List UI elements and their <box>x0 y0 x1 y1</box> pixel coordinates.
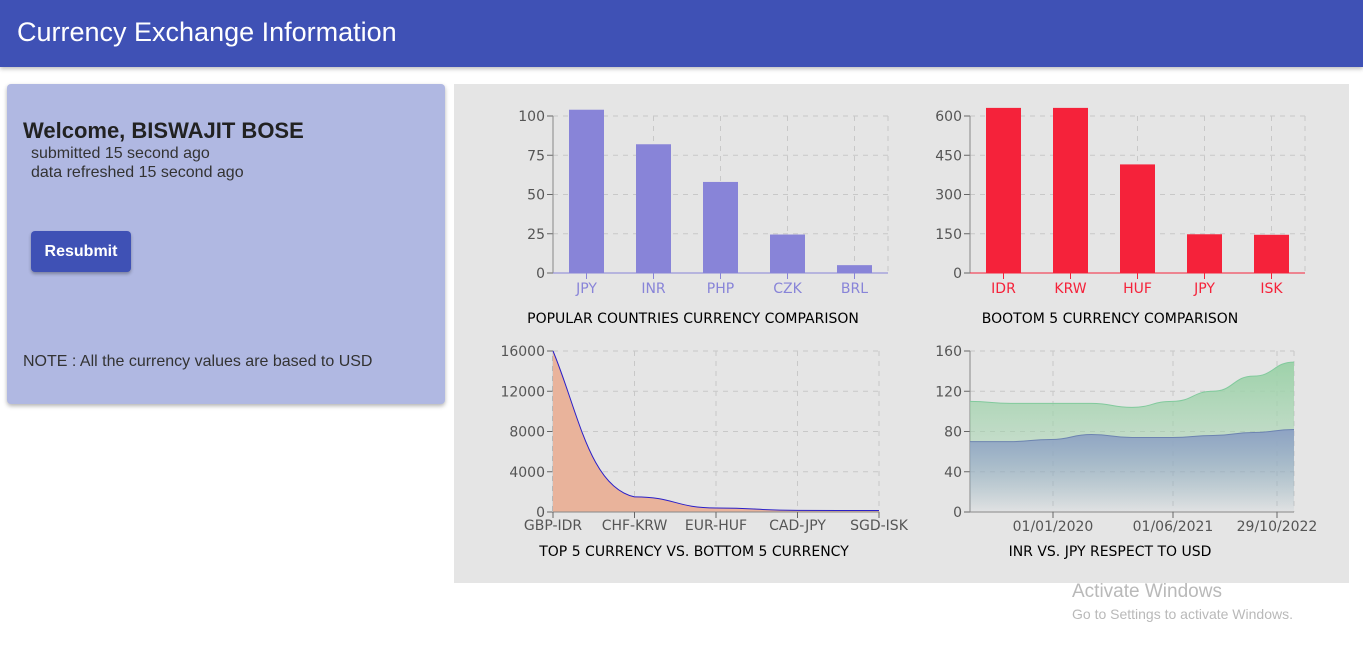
y-tick-label: 0 <box>536 266 545 282</box>
x-tick-label: BRL <box>841 281 868 297</box>
chart-title: TOP 5 CURRENCY VS. BOTTOM 5 CURRENCY <box>538 544 849 560</box>
x-tick-label: 29/10/2022 <box>1237 519 1318 535</box>
bar-idr <box>986 107 1021 273</box>
chart-title: BOOTOM 5 CURRENCY COMPARISON <box>982 311 1238 327</box>
y-tick-label: 160 <box>935 344 962 360</box>
x-tick-label: CAD-JPY <box>769 518 826 534</box>
x-tick-label: GBP-IDR <box>524 518 583 534</box>
chart-title: INR VS. JPY RESPECT TO USD <box>1009 544 1212 560</box>
y-tick-label: 450 <box>935 148 962 164</box>
y-tick-label: 12000 <box>500 384 545 400</box>
bar-jpy <box>1187 234 1222 273</box>
x-tick-label: PHP <box>707 281 734 297</box>
series-blue-line <box>969 428 1295 443</box>
submitted-status: submitted 15 second ago <box>31 145 210 162</box>
x-tick-label: 01/01/2020 <box>1013 519 1094 535</box>
y-tick-label: 600 <box>935 109 962 125</box>
x-tick-label: CZK <box>773 281 802 297</box>
x-tick-label: JPY <box>1193 281 1215 297</box>
x-tick-label: CHF-KRW <box>602 518 668 534</box>
welcome-card: Welcome, BISWAJIT BOSE submitted 15 seco… <box>7 84 445 404</box>
x-tick-label: INR <box>641 281 666 297</box>
bar-krw <box>1053 107 1088 273</box>
refreshed-status: data refreshed 15 second ago <box>31 164 244 181</box>
series-green-line <box>969 361 1295 408</box>
y-tick-label: 100 <box>518 109 545 125</box>
usd-note: NOTE : All the currency values are based… <box>23 353 373 370</box>
y-tick-label: 0 <box>953 266 962 282</box>
bar-isk <box>1254 234 1289 273</box>
x-tick-label: KRW <box>1054 281 1086 297</box>
app-title: Currency Exchange Information <box>17 17 397 47</box>
activate-windows-watermark: Activate Windows <box>1072 581 1222 602</box>
charts-panel: 0 25 50 75 100 JPY INR PHP CZK BRL POPULAR COUNTRI… <box>454 84 1349 583</box>
welcome-heading: Welcome, BISWAJIT BOSE <box>23 118 304 144</box>
x-tick-label: EUR-HUF <box>685 518 747 534</box>
y-tick-label: 120 <box>935 384 962 400</box>
y-tick-label: 0 <box>953 505 962 521</box>
chart-title: POPULAR COUNTRIES CURRENCY COMPARISON <box>527 311 859 327</box>
x-tick-label: HUF <box>1123 281 1152 297</box>
y-tick-label: 40 <box>944 465 962 481</box>
y-tick-label: 4000 <box>509 465 545 481</box>
x-tick-label: JPY <box>575 281 597 297</box>
welcome-prefix: Welcome, <box>23 118 132 143</box>
bar-php <box>703 181 738 273</box>
bar-jpy <box>569 109 604 273</box>
x-tick-label: SGD-ISK <box>850 518 909 534</box>
bar-czk <box>770 234 805 273</box>
bar-huf <box>1120 164 1155 273</box>
bar-inr <box>636 144 671 273</box>
app-bar: Currency Exchange Information <box>0 0 1363 67</box>
y-tick-label: 0 <box>536 505 545 521</box>
x-tick-label: IDR <box>991 281 1016 297</box>
y-tick-label: 25 <box>527 227 545 243</box>
activate-windows-hint: Go to Settings to activate Windows. <box>1072 606 1293 622</box>
area-fill <box>553 351 879 512</box>
y-tick-label: 16000 <box>500 344 545 360</box>
y-tick-label: 50 <box>527 188 545 204</box>
series-blue-area <box>970 429 1294 512</box>
y-tick-label: 75 <box>527 148 545 164</box>
resubmit-button[interactable]: Resubmit <box>31 231 131 272</box>
x-tick-label: 01/06/2021 <box>1133 519 1214 535</box>
y-tick-label: 8000 <box>509 425 545 441</box>
y-tick-label: 80 <box>944 425 962 441</box>
x-tick-label: ISK <box>1260 281 1283 297</box>
charts-svg: 0 25 50 75 100 JPY INR PHP CZK BRL POPULAR COUNTRI… <box>500 107 1318 560</box>
user-name: BISWAJIT BOSE <box>131 118 304 143</box>
area-line <box>552 350 880 511</box>
y-tick-label: 300 <box>935 188 962 204</box>
y-tick-label: 150 <box>935 227 962 243</box>
bar-brl <box>837 265 872 273</box>
